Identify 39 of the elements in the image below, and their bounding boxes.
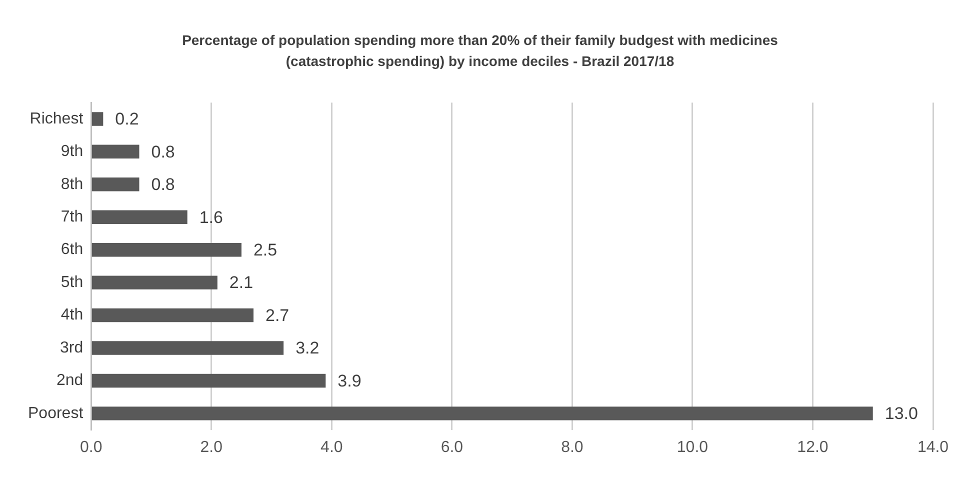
x-tick-label: 0.0: [80, 438, 102, 456]
data-label: 13.0: [884, 404, 918, 424]
x-tick-label: 4.0: [320, 438, 343, 456]
bar: [92, 374, 326, 388]
bar: [92, 242, 242, 257]
x-tick-label: 10.0: [676, 438, 708, 456]
x-tick-label: 6.0: [440, 438, 464, 456]
x-tick-label: 12.0: [797, 438, 828, 456]
x-tick-label: 14.0: [917, 438, 949, 456]
data-label: 1.6: [199, 208, 223, 227]
y-tick-label: Poorest: [28, 404, 84, 422]
data-label: 2.5: [253, 240, 278, 260]
bar: [92, 406, 873, 420]
data-label: 3.9: [338, 371, 362, 390]
y-tick-label: 5th: [60, 274, 84, 291]
y-tick-label: 6th: [60, 241, 84, 258]
data-label: 2.1: [229, 273, 254, 292]
bar: [92, 178, 140, 192]
y-tick-label: 3rd: [60, 339, 84, 356]
y-tick-label: 8th: [60, 176, 84, 193]
bar: [92, 308, 254, 322]
data-label: 0.8: [151, 142, 175, 162]
data-label: 3.2: [296, 338, 320, 358]
y-tick-label: 2nd: [56, 372, 84, 390]
bar: [92, 210, 188, 224]
x-tick-label: 2.0: [200, 438, 223, 456]
data-label: 0.2: [115, 110, 139, 129]
y-tick-label: Richest: [30, 110, 84, 128]
y-tick-label: 4th: [60, 306, 84, 324]
chart-title: Percentage of population spending more than 20% of their family budgest with medicines (catastrophic spending) by income deciles - Brazil 2017/18: [181, 31, 779, 71]
data-label: 0.8: [151, 175, 175, 194]
bar: [92, 276, 218, 290]
bar: [92, 112, 104, 126]
data-label: 2.7: [266, 306, 290, 325]
bar: [92, 144, 140, 159]
bar: [92, 341, 284, 355]
y-tick-label: 7th: [60, 208, 84, 226]
x-tick-label: 8.0: [561, 438, 584, 456]
y-tick-label: 9th: [60, 143, 84, 160]
